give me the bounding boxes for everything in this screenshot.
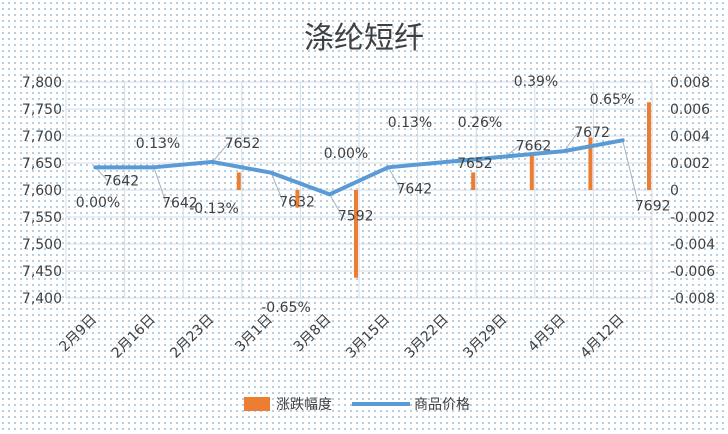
change-data-label: 0.00% xyxy=(324,146,368,162)
price-data-label: 7662 xyxy=(516,139,552,155)
change-data-label: -0.13% xyxy=(189,201,239,217)
change-data-label: 0.00% xyxy=(76,195,120,211)
y-right-tick-label: 0 xyxy=(670,183,679,199)
bar xyxy=(529,154,534,190)
y-left-tick-label: 7,800 xyxy=(22,75,62,91)
price-data-label: 7652 xyxy=(225,136,261,152)
y-right-tick-label: -0.002 xyxy=(670,210,715,226)
change-data-label: -0.65% xyxy=(261,300,311,316)
price-data-label: 7652 xyxy=(457,156,493,172)
bar-series xyxy=(236,102,651,278)
y-left-tick-label: 7,500 xyxy=(22,237,62,253)
leader-line xyxy=(94,166,108,181)
leader-line xyxy=(563,131,579,152)
y-right-tick-label: -0.004 xyxy=(670,237,715,253)
data-labels: 7642 7642 7652 7632 7592 7642 7652 7662 7672 7692… xyxy=(76,74,671,316)
change-data-label: 0.65% xyxy=(590,92,634,108)
price-data-label: 7672 xyxy=(574,125,610,141)
y-right-tick-label: -0.008 xyxy=(670,291,715,307)
gridlines xyxy=(65,81,653,299)
x-tick-label: 4月5日 xyxy=(525,312,569,356)
y-right-tick-label: 0.006 xyxy=(670,102,710,118)
leader-line xyxy=(270,172,284,202)
price-data-label: 7592 xyxy=(338,208,374,224)
y-left-tick-label: 7,550 xyxy=(22,210,62,226)
y-left-tick-label: 7,450 xyxy=(22,264,62,280)
x-tick-label: 3月15日 xyxy=(343,312,393,362)
x-tick-label: 3月22日 xyxy=(402,312,452,362)
y-right-tick-label: 0.004 xyxy=(670,129,710,145)
price-data-label: 7632 xyxy=(279,195,315,211)
chart-title: 涤纶短纤 xyxy=(304,21,424,56)
x-tick-label: 2月16日 xyxy=(109,312,159,362)
bar xyxy=(471,172,476,190)
legend-swatch-bar xyxy=(244,397,270,411)
bar xyxy=(295,190,300,208)
x-tick-label: 2月9日 xyxy=(56,312,100,356)
x-tick-label: 3月8日 xyxy=(291,312,335,356)
legend-label-bar: 涨跌幅度 xyxy=(276,397,332,413)
change-data-label: 0.26% xyxy=(458,115,502,131)
leader-line xyxy=(387,167,401,189)
legend-label-line: 商品价格 xyxy=(414,397,470,413)
change-data-label: 0.13% xyxy=(136,136,180,152)
y-left-tick-label: 7,750 xyxy=(22,102,62,118)
y-left-tick-label: 7,700 xyxy=(22,129,62,145)
x-tick-label: 2月23日 xyxy=(167,312,217,362)
y-left-tick-label: 7,650 xyxy=(22,156,62,172)
line-series xyxy=(93,138,625,197)
leader-line xyxy=(329,194,343,216)
y-right-tick-label: -0.006 xyxy=(670,264,715,280)
bar xyxy=(236,172,241,190)
x-tick-label: 4月12日 xyxy=(578,312,628,362)
price-data-label: 7642 xyxy=(162,195,198,211)
leader-line xyxy=(212,142,229,163)
bar xyxy=(354,190,358,278)
change-data-label: 0.13% xyxy=(388,115,432,131)
leader-line xyxy=(622,140,640,206)
y-right-tick-label: 0.008 xyxy=(670,75,710,91)
leader-line xyxy=(153,167,167,203)
change-data-label: 0.39% xyxy=(514,74,558,90)
x-tick-label: 3月1日 xyxy=(232,312,276,356)
legend: 涨跌幅度 商品价格 xyxy=(244,397,470,413)
y-left-tick-label: 7,600 xyxy=(22,183,62,199)
price-data-label: 7642 xyxy=(396,181,432,197)
bar xyxy=(588,137,593,190)
y-left-tick-label: 7,400 xyxy=(22,291,62,307)
price-line xyxy=(93,138,625,197)
x-tick-label: 3月29日 xyxy=(460,312,510,362)
y-right-tick-label: 0.002 xyxy=(670,156,710,172)
price-data-label: 7642 xyxy=(103,173,139,189)
bar xyxy=(647,102,651,190)
price-data-label: 7692 xyxy=(635,198,671,214)
